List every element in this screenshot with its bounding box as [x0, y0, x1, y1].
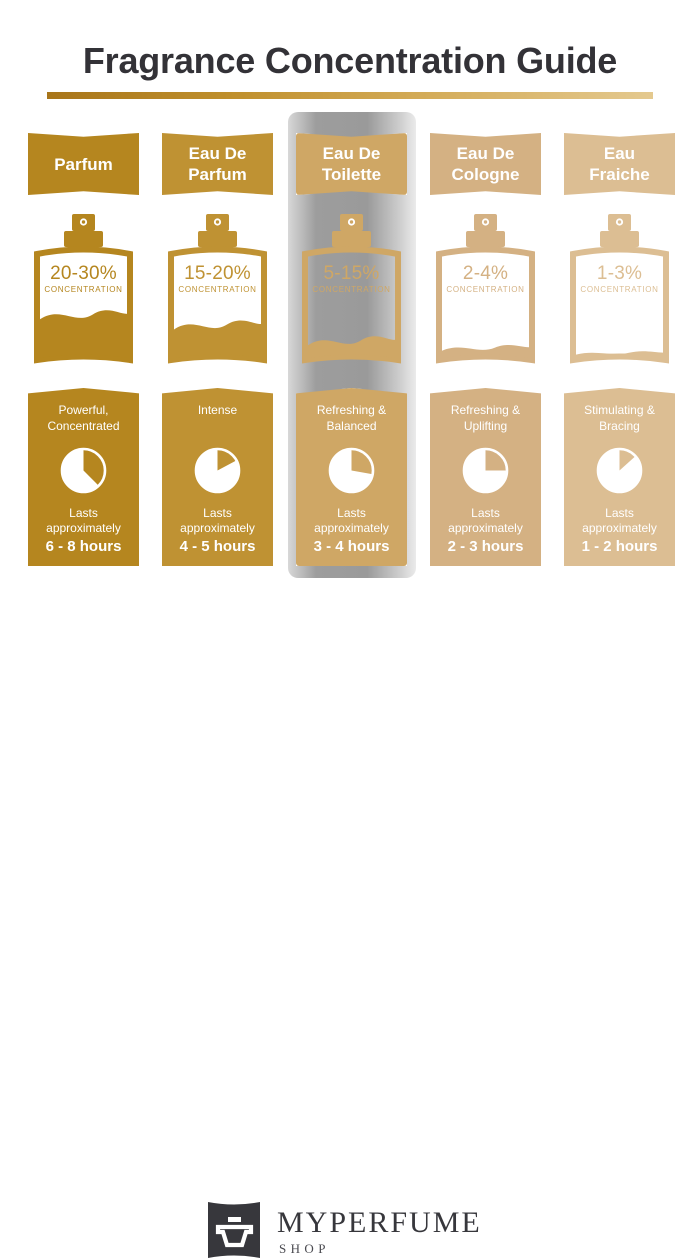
- badge-line: Parfum: [188, 165, 247, 184]
- duration-value-0: 6 - 8 hours: [45, 538, 122, 555]
- card-title-4: Stimulating & Bracing: [569, 402, 670, 434]
- concentration-value-0: 20-30%: [50, 263, 117, 284]
- card-title-line: Stimulating &: [584, 403, 655, 417]
- card-title-line: Refreshing &: [450, 403, 521, 417]
- product-column-parfum: Parfum 20-30% CONCENTRATION Powerful, Con…: [17, 0, 151, 700]
- badge-line: Toilette: [321, 165, 382, 184]
- duration-pie-chart-2: [327, 446, 376, 495]
- bottle-graphic-3: 2-4% CONCENTRATION: [430, 214, 541, 364]
- page-title: Fragrance Concentration Guide: [82, 40, 618, 81]
- lasts-label-0: Lasts approximately: [46, 506, 121, 535]
- lasts-label-4: Lasts approximately: [582, 506, 657, 535]
- description-card-2[interactable]: Refreshing & Balanced Lasts approximately…: [296, 388, 407, 566]
- product-column-eau-de-cologne: Eau De Cologne 2-4% CONCENTRATION Refresh…: [419, 0, 553, 700]
- category-badge-2[interactable]: Eau De Toilette: [296, 133, 407, 195]
- product-column-eau-de-toilette: Eau De Toilette 5-15% CONCENTRATION Refre…: [285, 0, 419, 700]
- concentration-label-0: CONCENTRATION: [44, 285, 123, 294]
- concentration-label-2: CONCENTRATION: [312, 285, 391, 294]
- category-badge-0[interactable]: Parfum: [28, 133, 139, 195]
- card-title-line: Uplifting: [463, 419, 508, 433]
- concentration-value-4: 1-3%: [596, 263, 643, 284]
- concentration-value-3: 2-4%: [462, 263, 509, 284]
- category-badge-1[interactable]: Eau De Parfum: [162, 133, 273, 195]
- card-title-line: Balanced: [326, 419, 377, 433]
- concentration-value-1: 15-20%: [184, 263, 251, 284]
- description-card-3[interactable]: Refreshing & Uplifting Lasts approximatel…: [430, 388, 541, 566]
- footer: MYPERFUME SHOP: [0, 598, 700, 1258]
- category-badge-3[interactable]: Eau De Cologne: [430, 133, 541, 195]
- duration-value-1: 4 - 5 hours: [179, 538, 256, 555]
- badge-line: Parfum: [54, 154, 113, 174]
- duration-pie-chart-3: [461, 446, 510, 495]
- lasts-label-1: Lasts approximately: [180, 506, 255, 535]
- badge-line: Eau De: [456, 144, 515, 163]
- card-title-line: Bracing: [599, 419, 640, 433]
- badge-line: Eau De: [188, 144, 247, 163]
- card-title-line: Powerful,: [58, 403, 109, 417]
- brand-name: MYPERFUME: [277, 1206, 482, 1239]
- duration-value-2: 3 - 4 hours: [313, 538, 390, 555]
- duration-pie-chart-0: [59, 446, 108, 495]
- product-column-eau-de-parfum: Eau De Parfum 15-20% CONCENTRATION Intens…: [151, 0, 285, 700]
- concentration-label-4: CONCENTRATION: [580, 285, 659, 294]
- duration-pie-chart-1: [193, 446, 242, 495]
- card-title-3: Refreshing & Uplifting: [435, 402, 536, 434]
- bottle-graphic-0: 20-30% CONCENTRATION: [28, 214, 139, 364]
- description-card-0[interactable]: Powerful, Concentrated Lasts approximatel…: [28, 388, 139, 566]
- title-divider: [47, 92, 653, 99]
- card-title-2: Refreshing & Balanced: [301, 402, 402, 434]
- concentration-value-2: 5-15%: [323, 263, 380, 284]
- category-badge-4[interactable]: Eau Fraiche: [564, 133, 675, 195]
- card-title-line: Intense: [197, 403, 238, 417]
- card-title-line: Refreshing &: [316, 403, 387, 417]
- badge-line: Eau De: [322, 144, 381, 163]
- card-title-line: Concentrated: [47, 419, 120, 433]
- description-card-4[interactable]: Stimulating & Bracing Lasts approximately…: [564, 388, 675, 566]
- card-title-1: Intense: [167, 402, 268, 418]
- brand-subtitle: SHOP: [279, 1241, 330, 1256]
- concentration-label-1: CONCENTRATION: [178, 285, 257, 294]
- bottle-graphic-1: 15-20% CONCENTRATION: [162, 214, 273, 364]
- lasts-label-2: Lasts approximately: [314, 506, 389, 535]
- duration-pie-chart-4: [595, 446, 644, 495]
- card-title-0: Powerful, Concentrated: [33, 402, 134, 434]
- lasts-label-3: Lasts approximately: [448, 506, 523, 535]
- duration-value-3: 2 - 3 hours: [447, 538, 524, 555]
- badge-line: Fraiche: [589, 165, 650, 184]
- bottle-graphic-2: 5-15% CONCENTRATION: [296, 214, 407, 364]
- duration-value-4: 1 - 2 hours: [581, 538, 658, 555]
- product-column-eau-fraiche: Eau Fraiche 1-3% CONCENTRATION Stimulatin…: [553, 0, 687, 700]
- brand-logo-icon: [205, 1200, 263, 1260]
- description-card-1[interactable]: Intense Lasts approximately 4 - 5 hours: [162, 388, 273, 566]
- badge-line: Cologne: [451, 165, 520, 184]
- concentration-label-3: CONCENTRATION: [446, 285, 525, 294]
- bottle-graphic-4: 1-3% CONCENTRATION: [564, 214, 675, 364]
- badge-line: Eau: [603, 144, 636, 163]
